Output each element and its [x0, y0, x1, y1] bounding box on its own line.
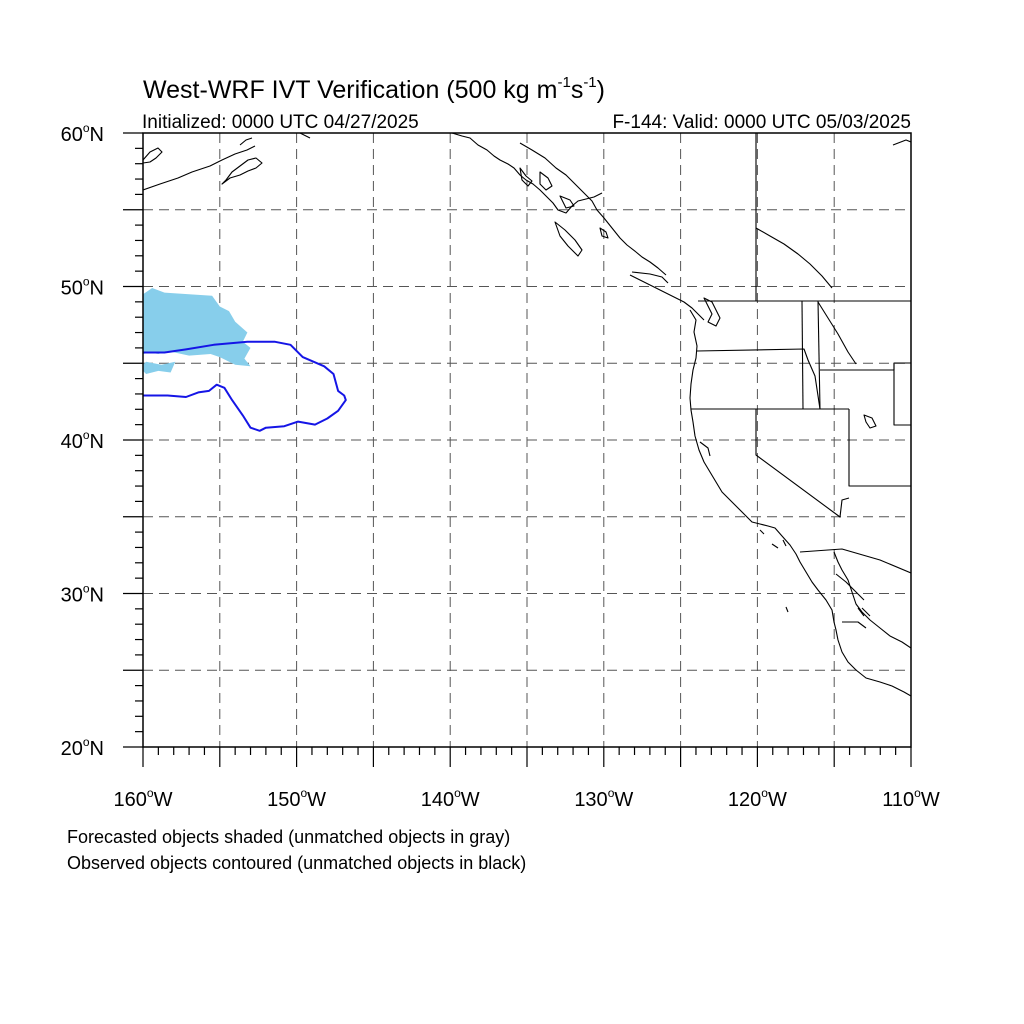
- axis-ticks: [123, 132, 912, 767]
- observed-ivt-contour: [143, 340, 347, 432]
- lat-label: 40oN: [61, 428, 104, 453]
- map-title: West-WRF IVT Verification (500 kg m-1s-1…: [143, 74, 605, 104]
- lon-label: 140oW: [421, 786, 480, 811]
- forecast-ivt-object: [143, 288, 251, 367]
- lon-label: 160oW: [114, 786, 173, 811]
- ivt-objects-layer: [143, 288, 347, 432]
- axis-labels: 60oN 50oN 40oN 30oN 20oN 160oW 150oW 140oW 130oW…: [61, 121, 940, 811]
- lat-label: 50oN: [61, 275, 104, 300]
- lat-label: 20oN: [61, 735, 104, 760]
- lon-label: 120oW: [728, 786, 787, 811]
- lon-label: 110oW: [882, 786, 940, 811]
- map-gridlines: [143, 133, 911, 747]
- initialized-time: Initialized: 0000 UTC 04/27/2025: [142, 112, 419, 133]
- valid-time: F-144: Valid: 0000 UTC 05/03/2025: [612, 112, 911, 133]
- forecast-ivt-object: [143, 361, 176, 374]
- lon-label: 130oW: [574, 786, 633, 811]
- footnote-observed: Observed objects contoured (unmatched ob…: [67, 853, 526, 873]
- footnote-forecast: Forecasted objects shaded (unmatched obj…: [67, 827, 510, 847]
- lat-label: 60oN: [61, 121, 104, 146]
- lat-label: 30oN: [61, 582, 104, 607]
- coastline-basemap: [143, 133, 911, 697]
- lon-label: 150oW: [267, 786, 326, 811]
